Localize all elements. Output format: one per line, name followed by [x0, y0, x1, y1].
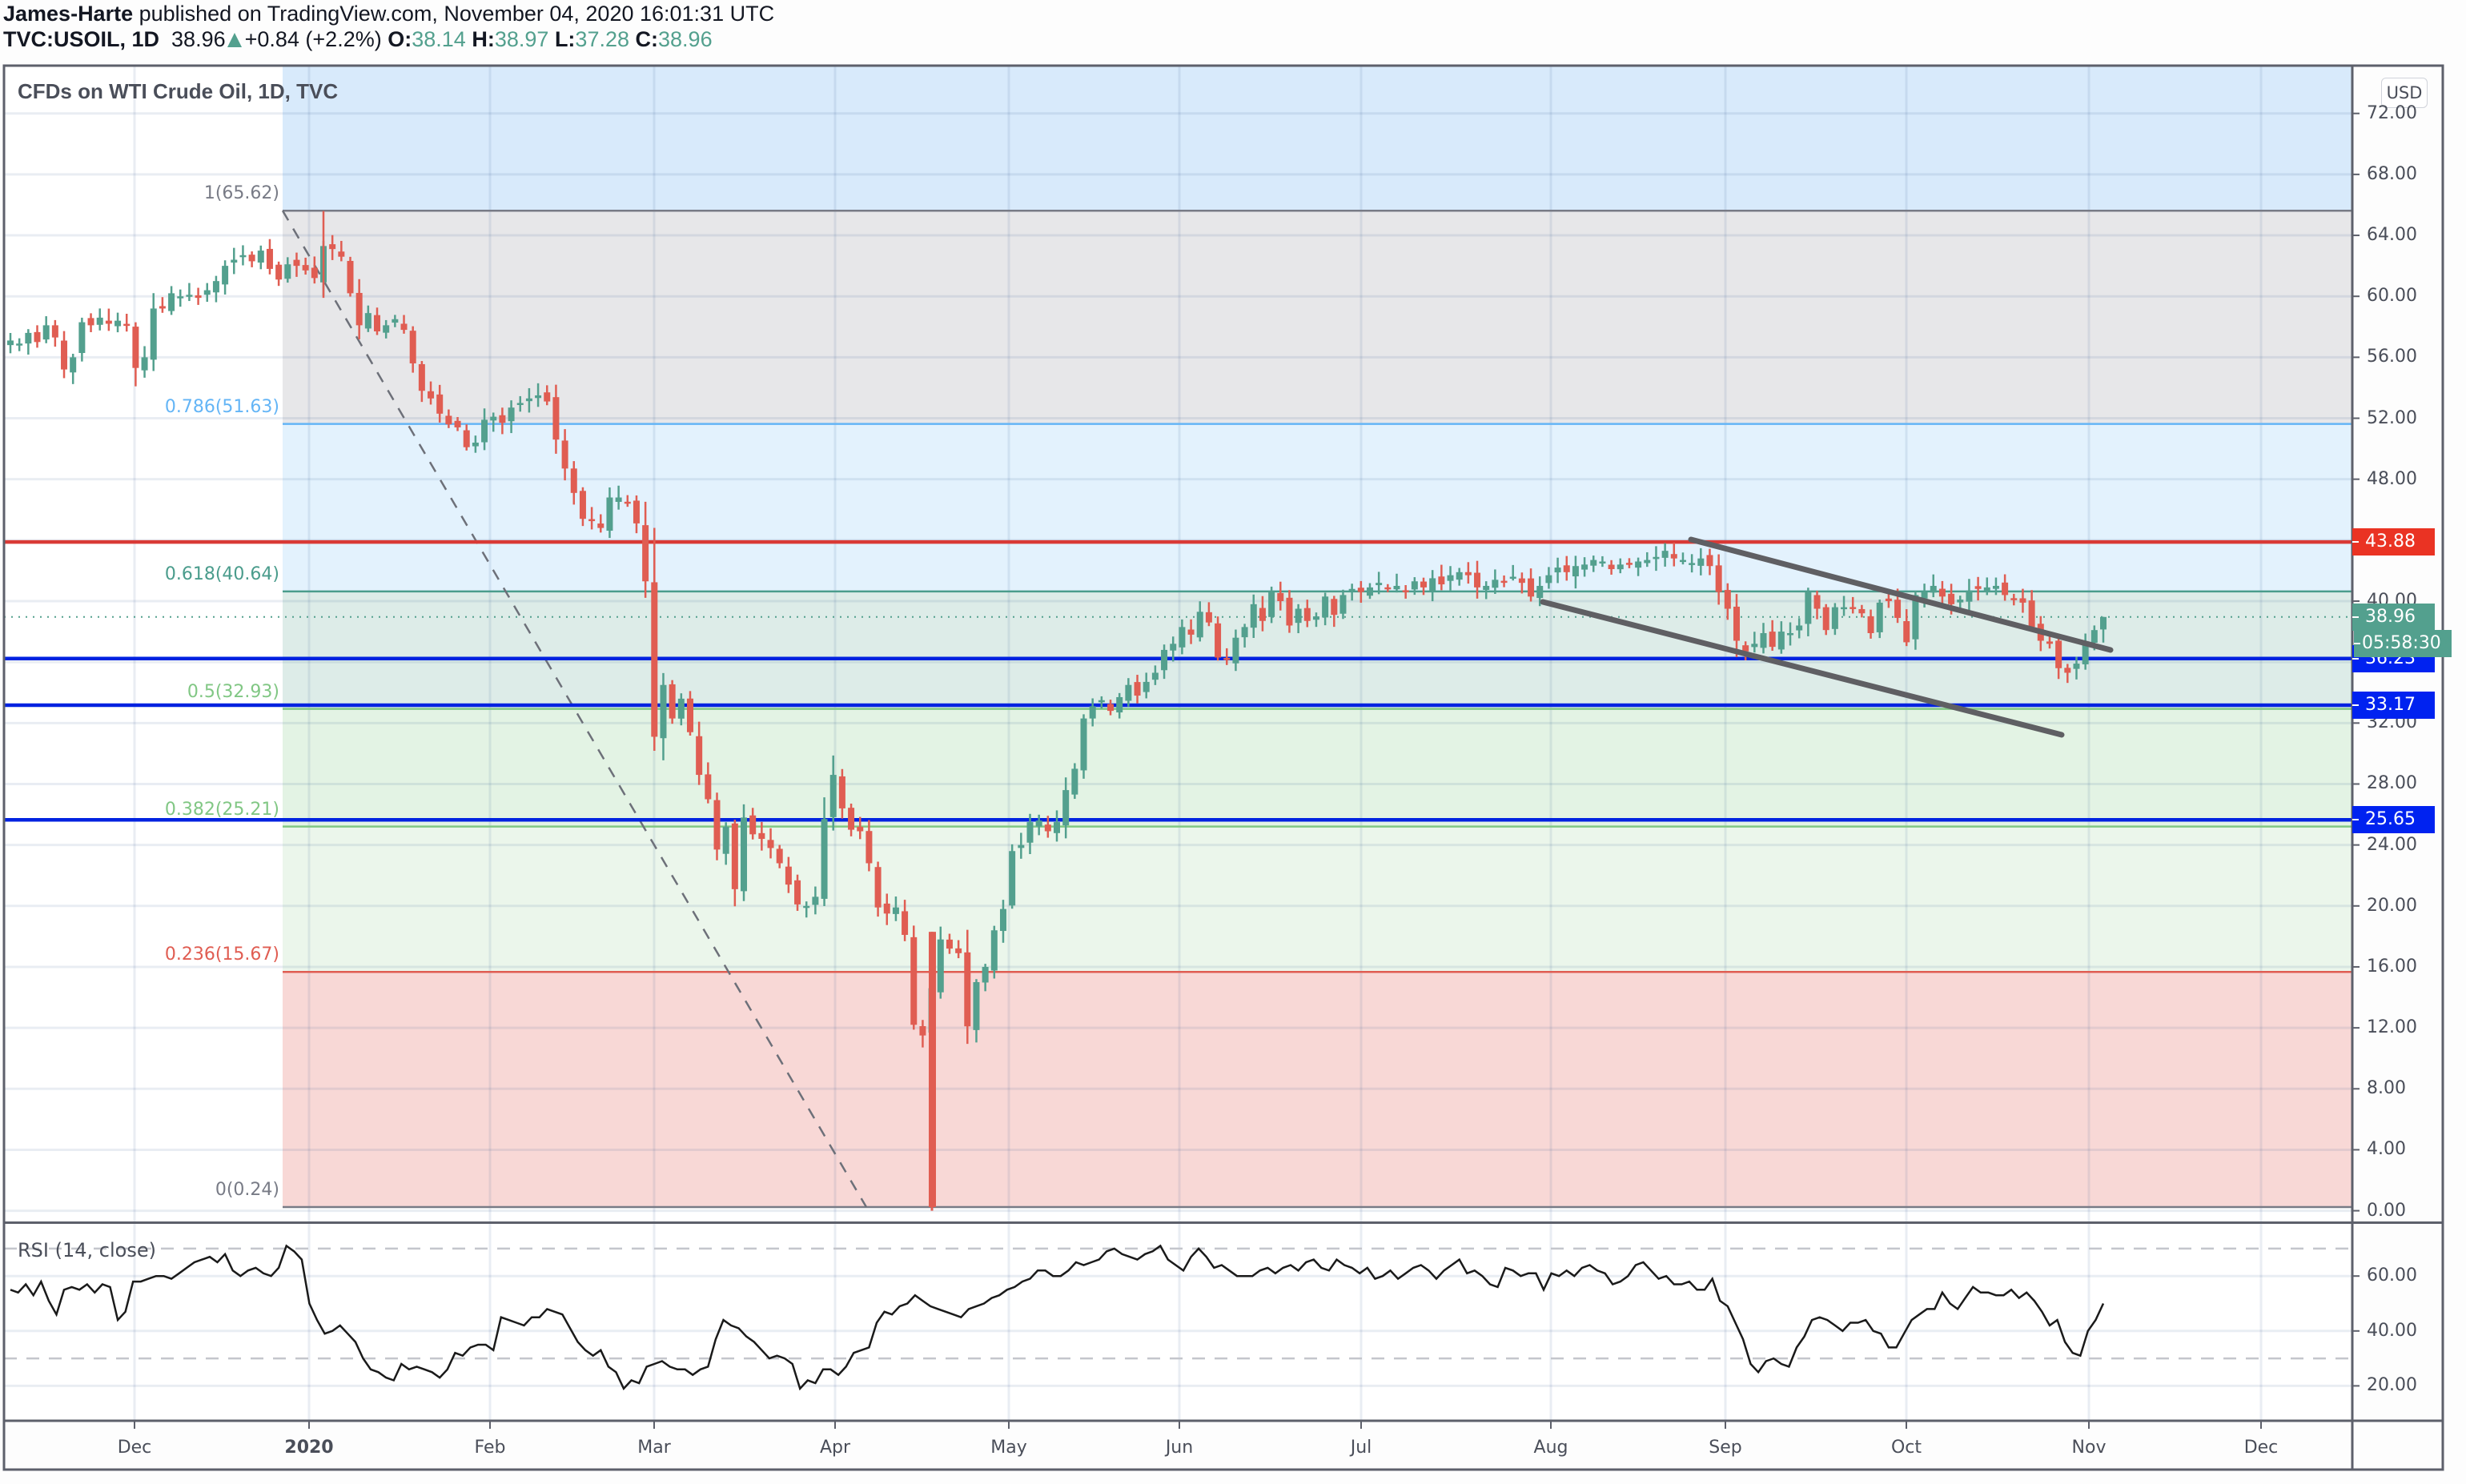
- time-tick-label: Jun: [1165, 1438, 1194, 1458]
- fib-fill-band: [283, 423, 2352, 592]
- time-tick-label: Apr: [819, 1438, 851, 1458]
- price-tick-label: 60.00: [2367, 286, 2417, 307]
- symbol-info: TVC:USOIL, 1D 38.96 +0.84 (+2.2%) O:38.14…: [3, 26, 713, 53]
- time-tick-label: Nov: [2071, 1438, 2107, 1458]
- bar-countdown: 05:58:30: [2354, 629, 2452, 657]
- rsi-tick-label: 40.00: [2367, 1320, 2417, 1341]
- price-tick-label: 64.00: [2367, 225, 2417, 246]
- symbol-label: TVC:USOIL, 1D: [3, 27, 160, 51]
- price-axis-badge: 43.88: [2352, 528, 2435, 556]
- open-value: 38.14: [412, 27, 466, 51]
- price-axis-badge: 25.65: [2352, 806, 2435, 834]
- fib-level-label: 0(0.24): [215, 1180, 279, 1201]
- fib-fill-band: [283, 972, 2352, 1208]
- high-label: H:: [472, 27, 495, 51]
- time-tick-label: Sep: [1709, 1438, 1742, 1458]
- time-tick-label: Dec: [117, 1438, 152, 1458]
- last-price: 38.96: [171, 27, 226, 51]
- time-tick-label: May: [990, 1438, 1027, 1458]
- close-label: C:: [635, 27, 659, 51]
- price-tick-label: 52.00: [2367, 407, 2417, 428]
- candlestick-series: [7, 211, 2107, 1211]
- price-tick-label: 4.00: [2367, 1139, 2406, 1160]
- trend-channel[interactable]: [1540, 536, 2114, 738]
- price-tick-label: 72.00: [2367, 102, 2417, 123]
- close-value: 38.96: [658, 27, 713, 51]
- fib-fill-band: [283, 211, 2352, 424]
- rsi-line: [10, 1244, 2105, 1391]
- time-tick-label: Dec: [2243, 1438, 2279, 1458]
- fib-fill-band: [283, 591, 2352, 709]
- price-tick-label: 68.00: [2367, 163, 2417, 184]
- price-tick-label: 0.00: [2367, 1200, 2406, 1221]
- author-name[interactable]: James-Harte: [3, 2, 134, 26]
- price-tick-label: 12.00: [2367, 1017, 2417, 1038]
- fib-level-label: 0.786(51.63): [164, 396, 279, 417]
- time-tick-label: Jul: [1350, 1438, 1372, 1458]
- low-value: 37.28: [575, 27, 629, 51]
- grid-lines: [4, 66, 2352, 1421]
- time-tick-label: Feb: [474, 1438, 506, 1458]
- fib-fills: [4, 66, 2352, 1421]
- price-tick-label: 48.00: [2367, 468, 2417, 489]
- rsi-series: [10, 1244, 2105, 1391]
- price-change: +0.84 (+2.2%): [244, 27, 382, 51]
- price-axis-badge: 38.96: [2352, 603, 2435, 631]
- fib-level-lines: [281, 209, 2352, 1209]
- fib-fill-top: [283, 66, 2352, 211]
- chart-title: CFDs on WTI Crude Oil, 1D, TVC: [18, 79, 339, 103]
- price-tick-label: 16.00: [2367, 956, 2417, 977]
- rsi-tick-label: 60.00: [2367, 1265, 2417, 1286]
- fib-level-label: 0.236(15.67): [164, 945, 279, 965]
- price-tick-label: 24.00: [2367, 834, 2417, 855]
- price-tick-label: 20.00: [2367, 895, 2417, 916]
- fib-trend-line: [281, 210, 868, 1208]
- low-label: L:: [554, 27, 576, 51]
- time-tick-label: 2020: [284, 1438, 334, 1458]
- price-axis-badge: 33.17: [2352, 692, 2435, 720]
- pane-borders: [2, 64, 2444, 1471]
- channel-lower-line: [1540, 599, 2065, 738]
- up-triangle-icon: [227, 33, 242, 47]
- price-tick-label: 28.00: [2367, 773, 2417, 794]
- publish-text: published on TradingView.com, November 0…: [133, 2, 775, 26]
- fib-level-label: 0.618(40.64): [164, 564, 279, 584]
- fib-level-label: 0.5(32.93): [187, 681, 279, 702]
- fib-level-label: 1(65.62): [203, 183, 279, 204]
- rsi-tick-label: 20.00: [2367, 1375, 2417, 1396]
- fib-fill-band: [283, 826, 2352, 973]
- time-tick-label: Mar: [637, 1438, 671, 1458]
- fib-fill-band: [283, 708, 2352, 827]
- fib-level-label: 0.382(25.21): [164, 799, 279, 820]
- price-tick-label: 8.00: [2367, 1078, 2406, 1099]
- price-tick-label: 56.00: [2367, 347, 2417, 367]
- channel-upper-line: [1688, 536, 2114, 653]
- open-label: O:: [388, 27, 412, 51]
- rsi-legend: RSI (14, close): [18, 1239, 156, 1261]
- high-value: 38.97: [494, 27, 549, 51]
- publish-info: James-Harte published on TradingView.com…: [3, 0, 774, 27]
- horizontal-levels[interactable]: [4, 539, 2352, 822]
- time-tick-label: Aug: [1533, 1438, 1568, 1458]
- currency-button[interactable]: USD: [2381, 78, 2428, 108]
- time-tick-label: Oct: [1890, 1438, 1922, 1458]
